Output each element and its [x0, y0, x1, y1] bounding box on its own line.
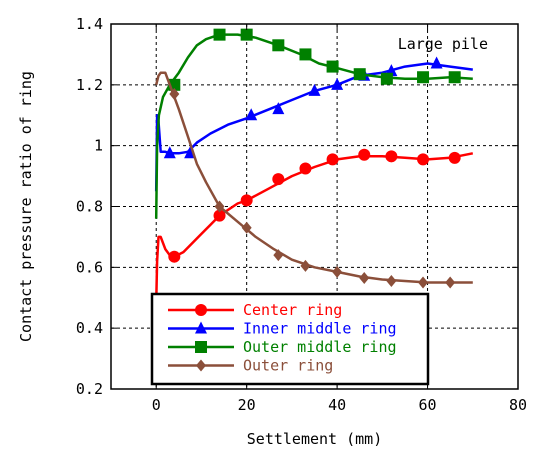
data-point-outer-ring — [418, 276, 429, 289]
data-point-inner-middle-ring — [245, 108, 258, 121]
y-tick-labels: 0.2 0.4 0.6 0.8 1 1.2 1.4 — [76, 15, 103, 398]
data-point-center-ring — [272, 173, 285, 186]
data-point-outer-middle-ring — [326, 60, 339, 73]
data-point-outer-ring — [241, 221, 252, 234]
series-outer-middle-ring — [154, 28, 473, 219]
data-point-outer-ring — [386, 275, 397, 288]
data-point-center-ring — [448, 151, 461, 164]
data-point-outer-middle-ring — [272, 39, 285, 52]
legend-marker-center-ring — [195, 304, 207, 316]
x-tick-label: 60 — [419, 396, 437, 414]
x-axis-label: Settlement (mm) — [247, 430, 382, 448]
data-point-outer-ring — [169, 87, 180, 100]
y-tick-label: 1.4 — [76, 15, 103, 33]
data-point-inner-middle-ring — [308, 83, 321, 96]
x-tick-label: 80 — [509, 396, 527, 414]
data-point-center-ring — [417, 153, 430, 166]
x-tick-label: 0 — [152, 396, 161, 414]
data-point-center-ring — [358, 148, 371, 161]
data-point-outer-middle-ring — [448, 71, 461, 84]
data-point-outer-middle-ring — [213, 28, 226, 41]
data-point-center-ring — [168, 250, 181, 263]
data-point-inner-middle-ring — [430, 56, 443, 69]
x-tick-label: 40 — [328, 396, 346, 414]
data-point-center-ring — [240, 194, 253, 207]
series-curves — [154, 28, 474, 304]
y-axis-label: Contact pressure ratio of ring — [17, 71, 35, 342]
data-point-outer-middle-ring — [240, 28, 253, 41]
legend-label-outer-middle-ring: Outer middle ring — [243, 338, 397, 356]
data-point-center-ring — [213, 209, 226, 222]
data-point-outer-middle-ring — [353, 68, 366, 81]
data-point-outer-ring — [214, 200, 225, 213]
data-point-inner-middle-ring — [272, 102, 285, 115]
data-point-outer-middle-ring — [417, 71, 430, 84]
legend-label-center-ring: Center ring — [243, 301, 342, 319]
y-tick-label: 0.2 — [76, 380, 103, 398]
y-tick-label: 1 — [94, 137, 103, 155]
y-tick-label: 0.4 — [76, 319, 103, 337]
data-point-outer-middle-ring — [380, 72, 393, 85]
data-point-inner-middle-ring — [163, 146, 176, 159]
series-line-outer-middle-ring — [154, 33, 473, 219]
series-line-outer-ring — [154, 71, 473, 284]
x-tick-label: 20 — [238, 396, 256, 414]
data-point-center-ring — [299, 162, 312, 175]
data-point-outer-ring — [445, 276, 456, 289]
data-point-center-ring — [326, 153, 339, 166]
data-point-outer-ring — [359, 271, 370, 284]
data-point-outer-ring — [332, 265, 343, 278]
y-tick-label: 0.6 — [76, 258, 103, 276]
y-tick-label: 0.8 — [76, 198, 103, 216]
legend-marker-outer-ring — [196, 359, 206, 372]
axis-ticks — [111, 23, 519, 390]
data-point-outer-ring — [273, 249, 284, 262]
y-tick-label: 1.2 — [76, 76, 103, 94]
legend-marker-outer-middle-ring — [195, 341, 207, 353]
series-center-ring — [154, 148, 474, 304]
legend-box — [150, 292, 430, 386]
x-tick-labels: 0 20 40 60 80 — [152, 396, 527, 414]
legend-label-inner-middle-ring: Inner middle ring — [243, 320, 397, 338]
chart-annotation: Large pile — [398, 35, 488, 53]
series-outer-ring — [154, 71, 473, 289]
data-point-center-ring — [385, 150, 398, 163]
legend-label-outer-ring: Outer ring — [243, 357, 333, 375]
data-point-outer-ring — [300, 259, 311, 272]
data-point-outer-middle-ring — [299, 48, 312, 61]
legend-marker-inner-middle-ring — [195, 321, 207, 334]
data-point-inner-middle-ring — [331, 77, 344, 90]
